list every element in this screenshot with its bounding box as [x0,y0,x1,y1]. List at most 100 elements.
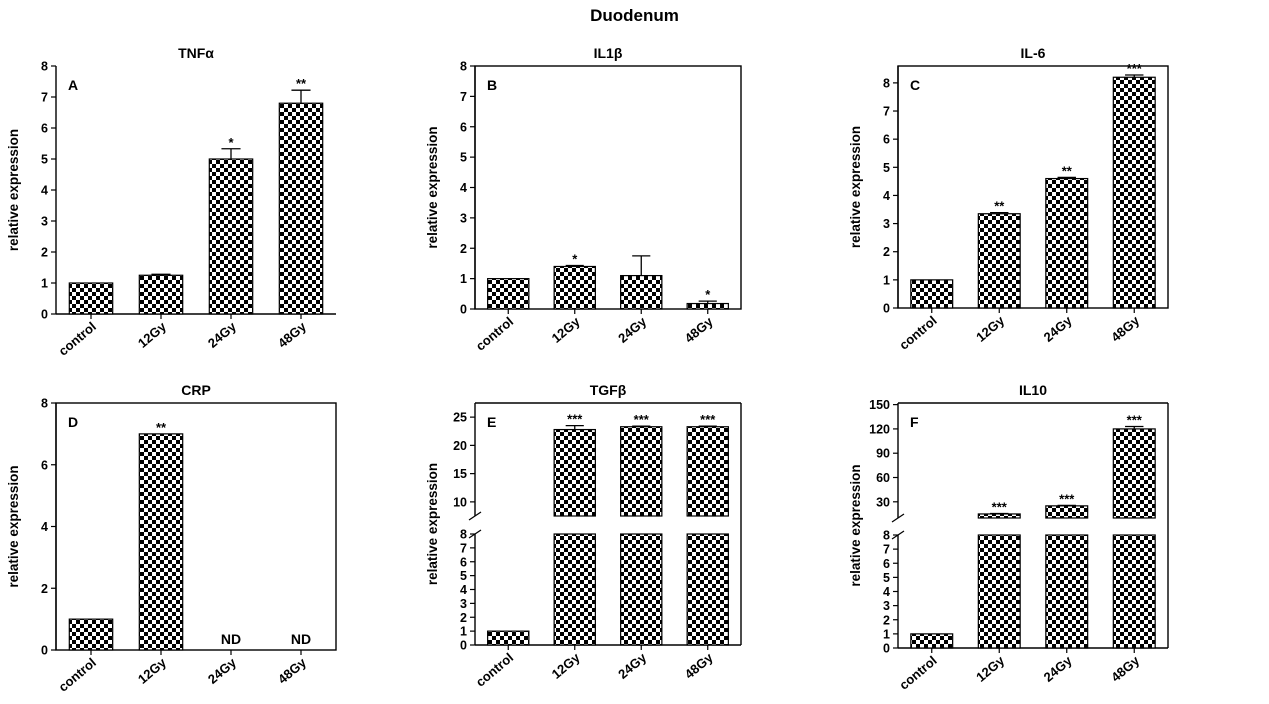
panel-title: IL-6 [1021,45,1046,61]
y-tick-label: 2 [41,582,48,596]
x-tick-label: control [473,650,516,690]
significance-marker: *** [1059,491,1075,506]
bar [686,302,729,310]
y-tick-label: 6 [883,557,890,571]
y-tick-label: 6 [460,120,467,134]
x-tick-label: 12Gy [135,654,170,686]
panel-b: 0 1 2 3 4 5 6 7 8 * * control 12Gy 24Gy 48Gy IL1β Brelat… [425,45,742,354]
axis-break-mark [468,511,482,521]
y-axis-label: relative expression [425,126,440,248]
panel-letter: F [910,414,919,430]
y-tick-label: 4 [41,184,48,198]
bar [208,158,254,315]
y-axis-label: relative expression [848,464,863,586]
bar [138,274,184,315]
y-tick-label: 0 [883,302,890,316]
y-tick-label: 5 [460,569,467,583]
x-tick-label: 24Gy [615,649,650,681]
y-tick-label: 2 [460,242,467,256]
significance-marker: * [228,135,234,150]
significance-marker: ** [156,420,167,435]
y-tick-label: 6 [41,458,48,472]
x-tick-label: 24Gy [1041,652,1076,684]
y-tick-label: 8 [460,60,467,74]
plot-frame [55,402,337,651]
y-tick-label: 6 [41,122,48,136]
x-tick-label: 48Gy [275,654,310,686]
x-tick-label: 24Gy [1041,312,1076,344]
y-tick-label: 3 [460,211,467,225]
x-tick-label: 12Gy [549,649,584,681]
x-tick-label: 12Gy [973,312,1008,344]
x-tick-label: 12Gy [135,318,170,350]
y-axis-label: relative expression [6,465,21,587]
panel-letter: D [68,414,78,430]
x-tick-label: control [896,313,939,353]
bar [1045,177,1089,309]
y-axis-label: relative expression [6,129,21,251]
axis-break-mark [891,513,905,523]
y-tick-label: 4 [883,585,890,599]
x-tick-label: 48Gy [1108,652,1143,684]
significance-marker: ** [994,199,1005,214]
y-tick-label: 6 [883,133,890,147]
bar-lower-part [1045,534,1089,649]
bar [278,102,324,315]
y-tick-label: 0 [883,642,890,656]
y-tick-label: 3 [883,217,890,231]
significance-marker: *** [1127,412,1143,427]
y-tick-label: 0 [41,308,48,322]
x-tick-label: 12Gy [549,313,584,345]
y-tick-label: 150 [869,398,890,412]
bar [686,426,729,517]
y-tick-label: 3 [41,215,48,229]
y-tick-label: 4 [41,520,48,534]
bar-lower-part [1112,534,1156,649]
y-tick-label: 30 [876,495,890,509]
significance-marker: ** [1062,163,1073,178]
panel-letter: E [487,414,496,430]
y-tick-label: 1 [883,627,890,641]
significance-marker: *** [634,412,650,427]
x-tick-label: control [473,314,516,354]
bar-lower-part [620,533,663,646]
y-tick-label: 20 [453,439,467,453]
y-tick-label: 0 [460,639,467,653]
x-tick-label: 24Gy [205,654,240,686]
y-tick-label: 7 [883,105,890,119]
y-tick-label: 5 [460,151,467,165]
significance-marker: ** [296,76,307,91]
y-tick-label: 0 [460,303,467,317]
x-tick-label: control [56,655,99,695]
x-tick-label: 48Gy [1108,312,1143,344]
y-tick-label: 5 [883,161,890,175]
y-tick-label: 120 [869,422,890,436]
y-tick-label: 1 [41,277,48,291]
y-tick-label: 7 [460,541,467,555]
y-tick-label: 2 [460,611,467,625]
bar [68,618,114,651]
y-axis-label: relative expression [848,126,863,248]
bar [487,630,530,646]
panel-title: TGFβ [590,382,627,398]
y-tick-label: 2 [41,246,48,260]
x-tick-label: control [896,653,939,693]
bar-lower-part [686,533,729,646]
bar-lower-part [977,534,1021,649]
significance-marker: *** [567,412,583,427]
significance-marker: *** [1127,61,1143,76]
significance-marker: *** [992,500,1008,515]
bar [1112,428,1156,519]
x-tick-label: 48Gy [682,649,717,681]
y-tick-label: 7 [883,543,890,557]
bar [487,278,530,310]
axis-break-mark [468,529,482,539]
bar [620,426,663,517]
y-tick-label: 7 [460,90,467,104]
y-tick-label: 4 [883,189,890,203]
x-tick-label: 48Gy [682,313,717,345]
panel-letter: A [68,77,78,93]
y-tick-label: 8 [883,529,890,543]
